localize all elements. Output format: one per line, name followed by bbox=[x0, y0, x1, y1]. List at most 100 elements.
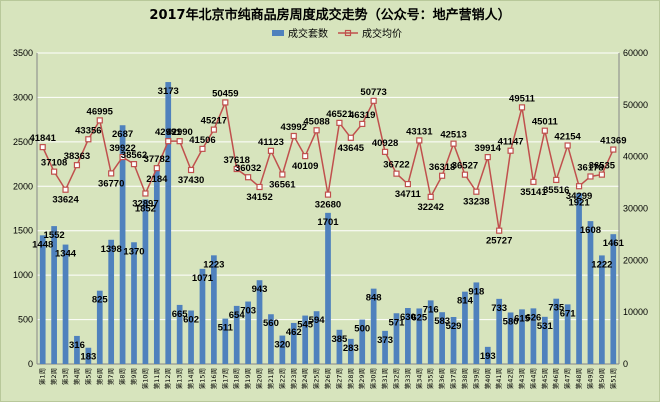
x-tick-label: 第42周 bbox=[506, 368, 515, 389]
x-tick-label: 第12周 bbox=[163, 368, 172, 389]
bar-data-label: 571 bbox=[389, 317, 406, 328]
x-tick-label: 第35周 bbox=[426, 368, 435, 389]
bar-data-label: 918 bbox=[468, 286, 484, 297]
y-right-tick-label: 10000 bbox=[623, 307, 648, 317]
bar-data-label: 462 bbox=[286, 327, 302, 338]
price-marker bbox=[313, 127, 320, 134]
bar-data-label: 316 bbox=[69, 340, 85, 351]
bar-data-label: 735 bbox=[548, 303, 565, 314]
y-left-tick-label: 1000 bbox=[13, 270, 33, 280]
x-tick-label: 第13周 bbox=[175, 368, 184, 389]
bar bbox=[131, 242, 137, 364]
bar bbox=[359, 319, 366, 364]
x-tick-label: 第19周 bbox=[243, 368, 252, 389]
bar bbox=[564, 304, 571, 364]
x-tick-label: 第28周 bbox=[346, 368, 355, 389]
bar bbox=[108, 239, 115, 364]
bar-data-label: 1552 bbox=[44, 230, 65, 241]
bar-data-label: 529 bbox=[446, 321, 462, 332]
bar bbox=[473, 282, 480, 364]
bar-data-label: 2184 bbox=[146, 174, 168, 185]
line-data-label: 36535 bbox=[589, 161, 616, 172]
price-marker bbox=[85, 136, 92, 143]
x-tick-label: 第31周 bbox=[380, 368, 389, 389]
line-data-label: 41147 bbox=[498, 137, 524, 148]
bar bbox=[382, 330, 388, 364]
bar-data-label: 320 bbox=[274, 340, 290, 351]
x-tick-label: 第11周 bbox=[152, 368, 161, 389]
line-data-label: 36770 bbox=[98, 178, 124, 189]
price-marker bbox=[199, 145, 206, 152]
x-tick-label: 第38周 bbox=[460, 368, 469, 389]
legend-label-bar: 成交套数 bbox=[288, 27, 328, 40]
y-left-tick-label: 2500 bbox=[13, 137, 33, 147]
price-marker bbox=[245, 174, 252, 181]
line-data-label: 46521 bbox=[326, 109, 353, 120]
price-marker bbox=[176, 138, 183, 145]
bar bbox=[325, 212, 331, 364]
price-marker bbox=[347, 134, 354, 141]
bar bbox=[450, 316, 457, 364]
bar-data-label: 580 bbox=[503, 316, 519, 327]
line-data-label: 36722 bbox=[383, 160, 409, 171]
bar bbox=[188, 310, 194, 364]
bar-data-label: 733 bbox=[491, 303, 507, 314]
bar-data-label: 625 bbox=[411, 312, 428, 323]
price-marker bbox=[96, 117, 103, 124]
bar bbox=[245, 301, 251, 364]
x-tick-label: 第44周 bbox=[528, 368, 537, 389]
line-data-label: 43645 bbox=[338, 143, 365, 154]
x-tick-label: 第22周 bbox=[277, 368, 286, 389]
line-data-label: 41506 bbox=[189, 135, 215, 146]
line-data-label: 42990 bbox=[166, 127, 192, 138]
x-tick-label: 第50周 bbox=[597, 368, 606, 389]
bar-data-label: 3173 bbox=[158, 86, 179, 97]
x-tick-label: 第3周 bbox=[61, 368, 70, 385]
line-data-label: 39922 bbox=[109, 143, 135, 154]
line-data-label: 50459 bbox=[212, 88, 238, 99]
legend-swatch-marker bbox=[344, 29, 352, 37]
line-data-label: 43356 bbox=[75, 125, 101, 136]
bar bbox=[62, 244, 69, 364]
x-tick-label: 第26周 bbox=[323, 368, 332, 389]
x-tick-label: 第21周 bbox=[266, 368, 275, 389]
x-tick-label: 第30周 bbox=[369, 368, 378, 389]
y-left-tick-label: 1500 bbox=[13, 226, 33, 236]
bar bbox=[393, 313, 400, 364]
y-left-tick-label: 3000 bbox=[13, 92, 33, 102]
price-marker bbox=[553, 176, 560, 184]
price-marker bbox=[610, 146, 617, 153]
x-tick-label: 第51周 bbox=[608, 368, 617, 389]
plot-area: 0 500 1000 1500 2000 2500 3000 3500 0 10000 20000 3… bbox=[13, 48, 648, 389]
x-tick-label: 第10周 bbox=[140, 368, 149, 389]
bar bbox=[427, 300, 434, 364]
price-marker bbox=[210, 126, 217, 133]
bar-data-label: 654 bbox=[229, 310, 246, 321]
bar-data-label: 630 bbox=[400, 312, 416, 323]
price-marker bbox=[530, 178, 537, 185]
bar-data-label: 602 bbox=[183, 315, 199, 326]
x-tick-label: 第37周 bbox=[449, 368, 458, 389]
bar bbox=[222, 318, 229, 364]
bar-data-label: 373 bbox=[377, 335, 393, 346]
line-data-label: 36561 bbox=[269, 179, 296, 190]
price-marker bbox=[108, 170, 115, 177]
line-data-label: 43992 bbox=[281, 122, 307, 133]
line-data-label: 45011 bbox=[532, 117, 559, 128]
line-data-label: 37618 bbox=[223, 155, 249, 166]
chart-title: 2017年北京市纯商品房周度成交走势（公众号：地产营销人） bbox=[149, 7, 510, 23]
line-data-label: 40109 bbox=[292, 161, 318, 172]
x-tick-label: 第18周 bbox=[232, 368, 241, 389]
bar bbox=[313, 311, 320, 364]
x-tick-label: 第45周 bbox=[540, 368, 549, 389]
bar-data-label: 545 bbox=[297, 320, 314, 331]
line-data-label: 46319 bbox=[349, 110, 375, 121]
bar-data-label: 615 bbox=[514, 313, 531, 324]
bar-data-label: 560 bbox=[263, 318, 279, 329]
line-data-label: 25727 bbox=[486, 236, 512, 247]
bar bbox=[347, 338, 354, 364]
bar bbox=[51, 226, 57, 364]
price-marker bbox=[518, 104, 526, 111]
